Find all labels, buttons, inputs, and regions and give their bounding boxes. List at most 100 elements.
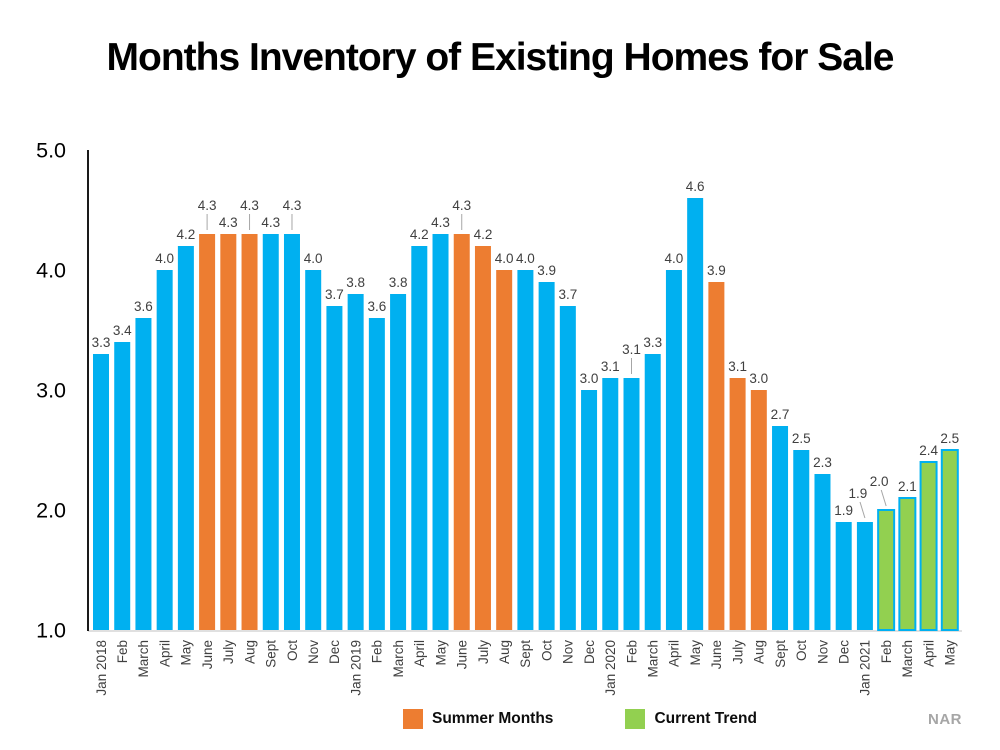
bar-sept — [772, 426, 789, 630]
bar-value-label: 2.5 — [792, 431, 811, 446]
chart-legend: Summer Months Current Trend — [403, 709, 757, 729]
x-axis-label-march: March — [900, 640, 915, 678]
bar-value-label: 4.0 — [155, 251, 174, 266]
bar-april — [665, 270, 682, 630]
x-axis-label-may: May — [179, 640, 194, 666]
summer-months-swatch-icon — [403, 709, 423, 729]
label-leader-line — [880, 489, 887, 507]
bar-nov — [559, 306, 576, 630]
bar-march — [644, 354, 661, 630]
legend-label-current-trend: Current Trend — [654, 710, 757, 727]
bar-aug — [496, 270, 513, 630]
x-axis-label-june: June — [455, 640, 470, 669]
bar-june — [199, 234, 216, 630]
bar-march — [390, 294, 407, 630]
source-attribution: NAR — [928, 711, 962, 728]
bar-jan-2021 — [856, 522, 873, 630]
bar-june — [453, 234, 470, 630]
bar-sept — [262, 234, 279, 630]
x-axis-label-june: June — [709, 640, 724, 669]
bar-value-label: 2.3 — [813, 455, 832, 470]
bar-may — [687, 198, 704, 630]
y-tick-label: 1.0 — [36, 619, 66, 643]
x-axis-label-june: June — [200, 640, 215, 669]
bar-value-label: 4.3 — [198, 198, 217, 213]
bar-aug — [750, 390, 767, 630]
bar-value-label: 3.1 — [728, 359, 747, 374]
x-axis-label-may: May — [688, 640, 703, 666]
bar-value-label: 2.5 — [940, 431, 959, 446]
label-leader-line — [859, 501, 866, 519]
x-axis-label-july: July — [221, 640, 236, 664]
bar-oct — [283, 234, 300, 630]
bar-april — [919, 461, 938, 631]
bar-value-label: 3.7 — [325, 287, 344, 302]
y-tick-label: 5.0 — [36, 139, 66, 163]
bar-value-label: 3.1 — [601, 359, 620, 374]
x-axis-label-april: April — [412, 640, 427, 667]
x-axis-label-aug: Aug — [242, 640, 257, 664]
x-axis-label-sept: Sept — [518, 640, 533, 668]
bar-value-label: 4.2 — [474, 227, 493, 242]
bar-value-label: 4.2 — [410, 227, 429, 242]
bar-value-label: 4.3 — [431, 215, 450, 230]
bar-dec — [326, 306, 343, 630]
x-axis-label-dec: Dec — [582, 640, 597, 664]
y-tick-label: 4.0 — [36, 259, 66, 283]
bar-value-label: 1.9 — [834, 503, 853, 518]
x-axis-label-oct: Oct — [539, 640, 554, 661]
x-axis-label-may: May — [433, 640, 448, 666]
legend-label-summer-months: Summer Months — [432, 710, 554, 727]
legend-item-summer-months: Summer Months — [403, 709, 553, 729]
bar-jan-2020 — [602, 378, 619, 630]
x-axis-label-july: July — [476, 640, 491, 664]
x-axis-label-aug: Aug — [752, 640, 767, 664]
current-trend-swatch-icon — [625, 709, 646, 729]
x-axis-label-march: March — [136, 640, 151, 678]
bar-april — [156, 270, 173, 630]
x-axis-label-feb: Feb — [624, 640, 639, 663]
bar-nov — [814, 474, 831, 630]
x-axis-label-nov: Nov — [815, 640, 830, 664]
x-axis-label-july: July — [730, 640, 745, 664]
bar-value-label: 2.4 — [919, 443, 938, 458]
x-axis-label-jan-2018: Jan 2018 — [94, 640, 109, 696]
x-axis-label-jan-2021: Jan 2021 — [858, 640, 873, 696]
x-axis-label-may: May — [943, 640, 958, 666]
bar-value-label: 2.0 — [870, 474, 889, 489]
x-axis-label-march: March — [391, 640, 406, 678]
x-axis-label-sept: Sept — [773, 640, 788, 668]
bar-july — [474, 246, 491, 630]
bar-value-label: 3.3 — [92, 335, 111, 350]
bar-feb — [114, 342, 131, 630]
bar-feb — [877, 509, 896, 631]
bar-may — [177, 246, 194, 630]
x-axis-label-march: March — [646, 640, 661, 678]
x-axis-label-feb: Feb — [370, 640, 385, 663]
bar-april — [411, 246, 428, 630]
x-axis-label-april: April — [157, 640, 172, 667]
bar-march — [135, 318, 152, 630]
bar-value-label: 4.3 — [283, 198, 302, 213]
bar-value-label: 2.1 — [898, 479, 917, 494]
bar-march — [898, 497, 917, 631]
bar-value-label: 3.6 — [134, 299, 153, 314]
x-axis-label-dec: Dec — [327, 640, 342, 664]
bar-oct — [793, 450, 810, 630]
bar-value-label: 4.2 — [176, 227, 195, 242]
x-axis-label-jan-2019: Jan 2019 — [348, 640, 363, 696]
bar-value-label: 4.3 — [219, 215, 238, 230]
bar-july — [729, 378, 746, 630]
x-axis-label-sept: Sept — [264, 640, 279, 668]
bar-oct — [538, 282, 555, 630]
x-axis-label-april: April — [921, 640, 936, 667]
x-axis-label-oct: Oct — [794, 640, 809, 661]
bar-jan-2018 — [93, 354, 109, 630]
bar-value-label: 3.1 — [622, 342, 641, 357]
bar-value-label: 4.0 — [495, 251, 514, 266]
y-tick-label: 2.0 — [36, 499, 66, 523]
bar-dec — [581, 390, 598, 630]
x-axis-label-aug: Aug — [497, 640, 512, 664]
